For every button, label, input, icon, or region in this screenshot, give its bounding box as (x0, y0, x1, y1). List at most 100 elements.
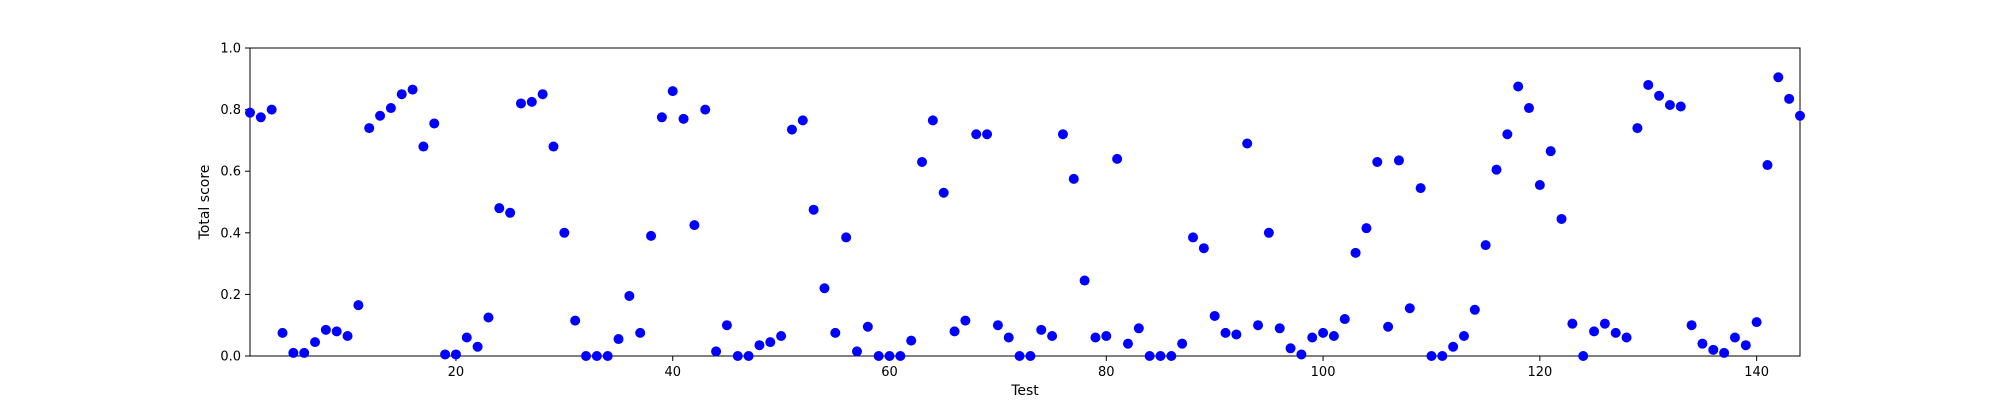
x-tick-label: 40 (664, 365, 681, 380)
data-point (1339, 314, 1350, 325)
data-point (364, 123, 375, 134)
data-points (245, 72, 1805, 361)
data-point (299, 347, 310, 358)
data-point (1621, 332, 1632, 343)
data-point (266, 104, 277, 115)
data-point (1025, 351, 1036, 361)
data-point (819, 283, 830, 294)
data-point (1231, 329, 1242, 340)
data-point (440, 349, 451, 360)
data-point (1296, 349, 1307, 360)
data-point (1079, 275, 1090, 286)
data-point (310, 337, 321, 348)
data-point (1198, 243, 1209, 254)
data-point (1773, 72, 1784, 83)
data-point (1610, 327, 1621, 338)
data-point (1589, 326, 1600, 337)
data-point (765, 337, 776, 348)
data-point (776, 330, 787, 341)
data-point (732, 351, 743, 361)
data-point (1209, 310, 1220, 321)
data-point (646, 230, 657, 241)
data-point (851, 346, 862, 357)
data-point (1253, 320, 1264, 331)
data-point (1122, 338, 1133, 349)
data-point (1719, 347, 1730, 358)
x-axis: 20 40 60 80 100 120 140 (448, 356, 1769, 380)
data-point (450, 349, 461, 360)
data-point (1729, 332, 1740, 343)
y-tick-label: 0.4 (220, 226, 241, 241)
data-point (1372, 156, 1383, 167)
data-point (1480, 240, 1491, 251)
data-point (1686, 320, 1697, 331)
data-point (1448, 341, 1459, 352)
data-point (927, 115, 938, 126)
data-point (1513, 81, 1524, 92)
data-point (1437, 351, 1448, 361)
data-point (1057, 129, 1068, 140)
data-point (1784, 93, 1795, 104)
data-point (656, 112, 667, 123)
data-point (971, 129, 982, 140)
data-point (754, 340, 765, 351)
data-point (288, 347, 299, 358)
data-point (1599, 318, 1610, 329)
data-point (1166, 351, 1177, 361)
data-point (1361, 223, 1372, 234)
y-tick-label: 0.6 (220, 165, 241, 180)
data-point (1762, 160, 1773, 171)
data-point (559, 227, 570, 238)
data-point (721, 320, 732, 331)
data-point (1274, 323, 1285, 334)
x-tick-label: 60 (881, 365, 898, 380)
data-point (245, 107, 255, 118)
data-point (678, 113, 689, 124)
data-point (526, 96, 537, 107)
data-point (808, 204, 819, 215)
data-point (960, 315, 971, 326)
data-point (938, 187, 949, 198)
data-point (1177, 338, 1188, 349)
data-point (1350, 247, 1361, 258)
data-point (949, 326, 960, 337)
data-point (1318, 327, 1329, 338)
data-point (830, 327, 841, 338)
data-point (461, 332, 472, 343)
data-point (407, 84, 418, 95)
data-point (1740, 340, 1751, 351)
data-point (1155, 351, 1166, 361)
data-point (1697, 338, 1708, 349)
data-point (862, 321, 873, 332)
data-point (917, 156, 928, 167)
data-point (1285, 343, 1296, 354)
data-point (1524, 103, 1535, 114)
data-point (1643, 79, 1654, 90)
data-point (1112, 153, 1123, 164)
data-point (1068, 173, 1079, 184)
data-point (841, 232, 852, 243)
data-point (255, 112, 266, 123)
data-point (602, 351, 613, 361)
data-point (1144, 351, 1155, 361)
data-point (711, 346, 722, 357)
data-point (1036, 324, 1047, 335)
data-point (1133, 323, 1144, 334)
data-point (1654, 90, 1665, 101)
x-axis-label: Test (1010, 383, 1039, 399)
data-point (1393, 155, 1404, 166)
data-point (581, 351, 592, 361)
data-point (1415, 183, 1426, 194)
data-point (591, 351, 602, 361)
data-point (396, 89, 407, 100)
data-point (1263, 227, 1274, 238)
data-point (1675, 101, 1686, 112)
data-point (342, 330, 353, 341)
data-point (570, 315, 581, 326)
data-point (1545, 146, 1556, 157)
x-tick-label: 140 (1744, 365, 1769, 380)
data-point (667, 86, 678, 97)
data-point (1307, 332, 1318, 343)
data-point (895, 351, 906, 361)
